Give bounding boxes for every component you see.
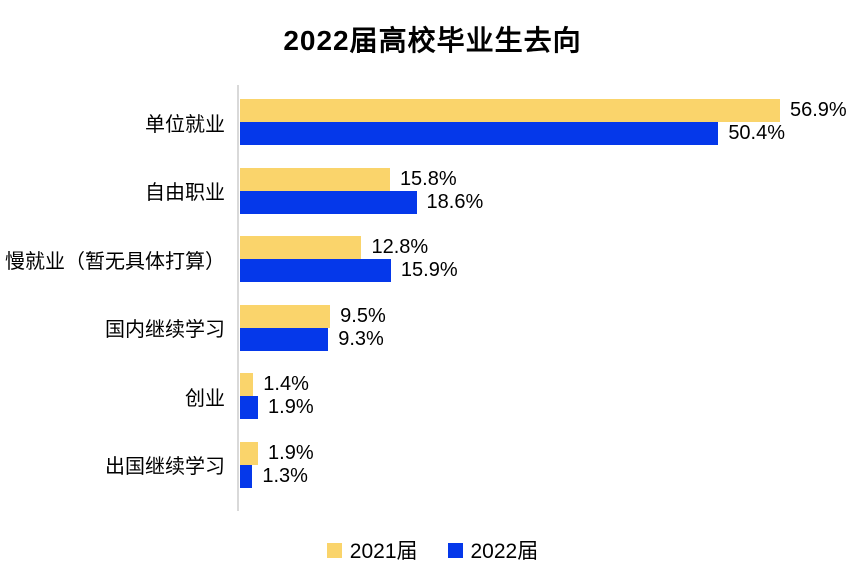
- chart-legend: 2021届 2022届: [0, 535, 865, 565]
- bar-line: 56.9%: [240, 99, 865, 122]
- bar-series-2021: [240, 99, 780, 122]
- chart-row: 慢就业（暂无具体打算） 12.8% 15.9%: [0, 236, 865, 305]
- bar-group: 56.9% 50.4%: [237, 99, 865, 145]
- category-label: 出国继续学习: [105, 456, 225, 478]
- bar-line: 1.9%: [240, 441, 865, 465]
- legend-swatch: [447, 542, 463, 558]
- bar-series-2021: [240, 304, 331, 328]
- plot-area: 单位就业 56.9% 50.4% 自由职业 15.8% 18.6% 慢就业（暂无具体打算） 1…: [0, 85, 865, 511]
- bar-line: 9.5%: [240, 304, 865, 328]
- chart-row: 国内继续学习 9.5% 9.3%: [0, 304, 865, 374]
- legend-item: 2021届: [326, 535, 418, 565]
- bar-value-label: 9.5%: [340, 304, 386, 327]
- legend-item: 2022届: [447, 535, 539, 565]
- bar-value-label: 1.9%: [268, 441, 314, 464]
- legend-label: 2021届: [349, 540, 418, 563]
- bar-line: 15.8%: [240, 167, 865, 191]
- bar-series-2021: [240, 373, 254, 396]
- bar-value-label: 15.9%: [400, 259, 458, 281]
- bar-value-label: 56.9%: [790, 99, 847, 121]
- legend-label: 2022届: [470, 540, 539, 563]
- bar-series-2021: [240, 167, 390, 191]
- chart-row: 单位就业 56.9% 50.4%: [0, 99, 865, 168]
- bar-group: 12.8% 15.9%: [237, 236, 865, 282]
- chart-row: 创业 1.4% 1.9%: [0, 373, 865, 442]
- bar-rows: 单位就业 56.9% 50.4% 自由职业 15.8% 18.6% 慢就业（暂无具体打算） 1…: [0, 99, 865, 510]
- bar-series-2022: [240, 122, 719, 145]
- bar-series-2022: [240, 327, 329, 351]
- bar-line: 9.3%: [240, 327, 865, 351]
- bar-line: 1.4%: [240, 373, 865, 396]
- bar-group: 9.5% 9.3%: [237, 304, 865, 351]
- bar-series-2022: [240, 190, 417, 214]
- bar-line: 1.3%: [240, 464, 865, 488]
- bar-value-label: 1.4%: [263, 373, 309, 395]
- bar-group: 1.9% 1.3%: [237, 441, 865, 488]
- category-label: 国内继续学习: [105, 319, 225, 341]
- bar-series-2022: [240, 259, 391, 282]
- bar-value-label: 9.3%: [338, 327, 384, 350]
- bar-group: 1.4% 1.9%: [237, 373, 865, 419]
- chart-row: 自由职业 15.8% 18.6%: [0, 167, 865, 237]
- bar-value-label: 1.3%: [262, 464, 308, 487]
- bar-series-2021: [240, 236, 362, 259]
- bar-line: 18.6%: [240, 190, 865, 214]
- chart-title: 2022届高校毕业生去向: [283, 25, 582, 56]
- category-label: 慢就业（暂无具体打算）: [5, 250, 225, 273]
- y-axis-line: [237, 85, 239, 511]
- bar-series-2022: [240, 396, 259, 419]
- category-label: 创业: [185, 387, 225, 410]
- category-label: 单位就业: [145, 113, 225, 136]
- bar-line: 50.4%: [240, 122, 865, 145]
- bar-series-2022: [240, 464, 253, 488]
- bar-line: 1.9%: [240, 396, 865, 419]
- chart-row: 出国继续学习 1.9% 1.3%: [0, 441, 865, 511]
- bar-value-label: 1.9%: [268, 396, 314, 418]
- category-label: 自由职业: [145, 182, 225, 204]
- bar-group: 15.8% 18.6%: [237, 167, 865, 214]
- bar-value-label: 50.4%: [728, 122, 786, 144]
- bar-line: 15.9%: [240, 259, 865, 282]
- bar-value-label: 15.8%: [399, 167, 457, 190]
- bar-series-2021: [240, 441, 259, 465]
- legend-swatch: [326, 542, 342, 558]
- bar-line: 12.8%: [240, 236, 865, 259]
- bar-value-label: 12.8%: [371, 236, 429, 258]
- bar-value-label: 18.6%: [426, 190, 484, 213]
